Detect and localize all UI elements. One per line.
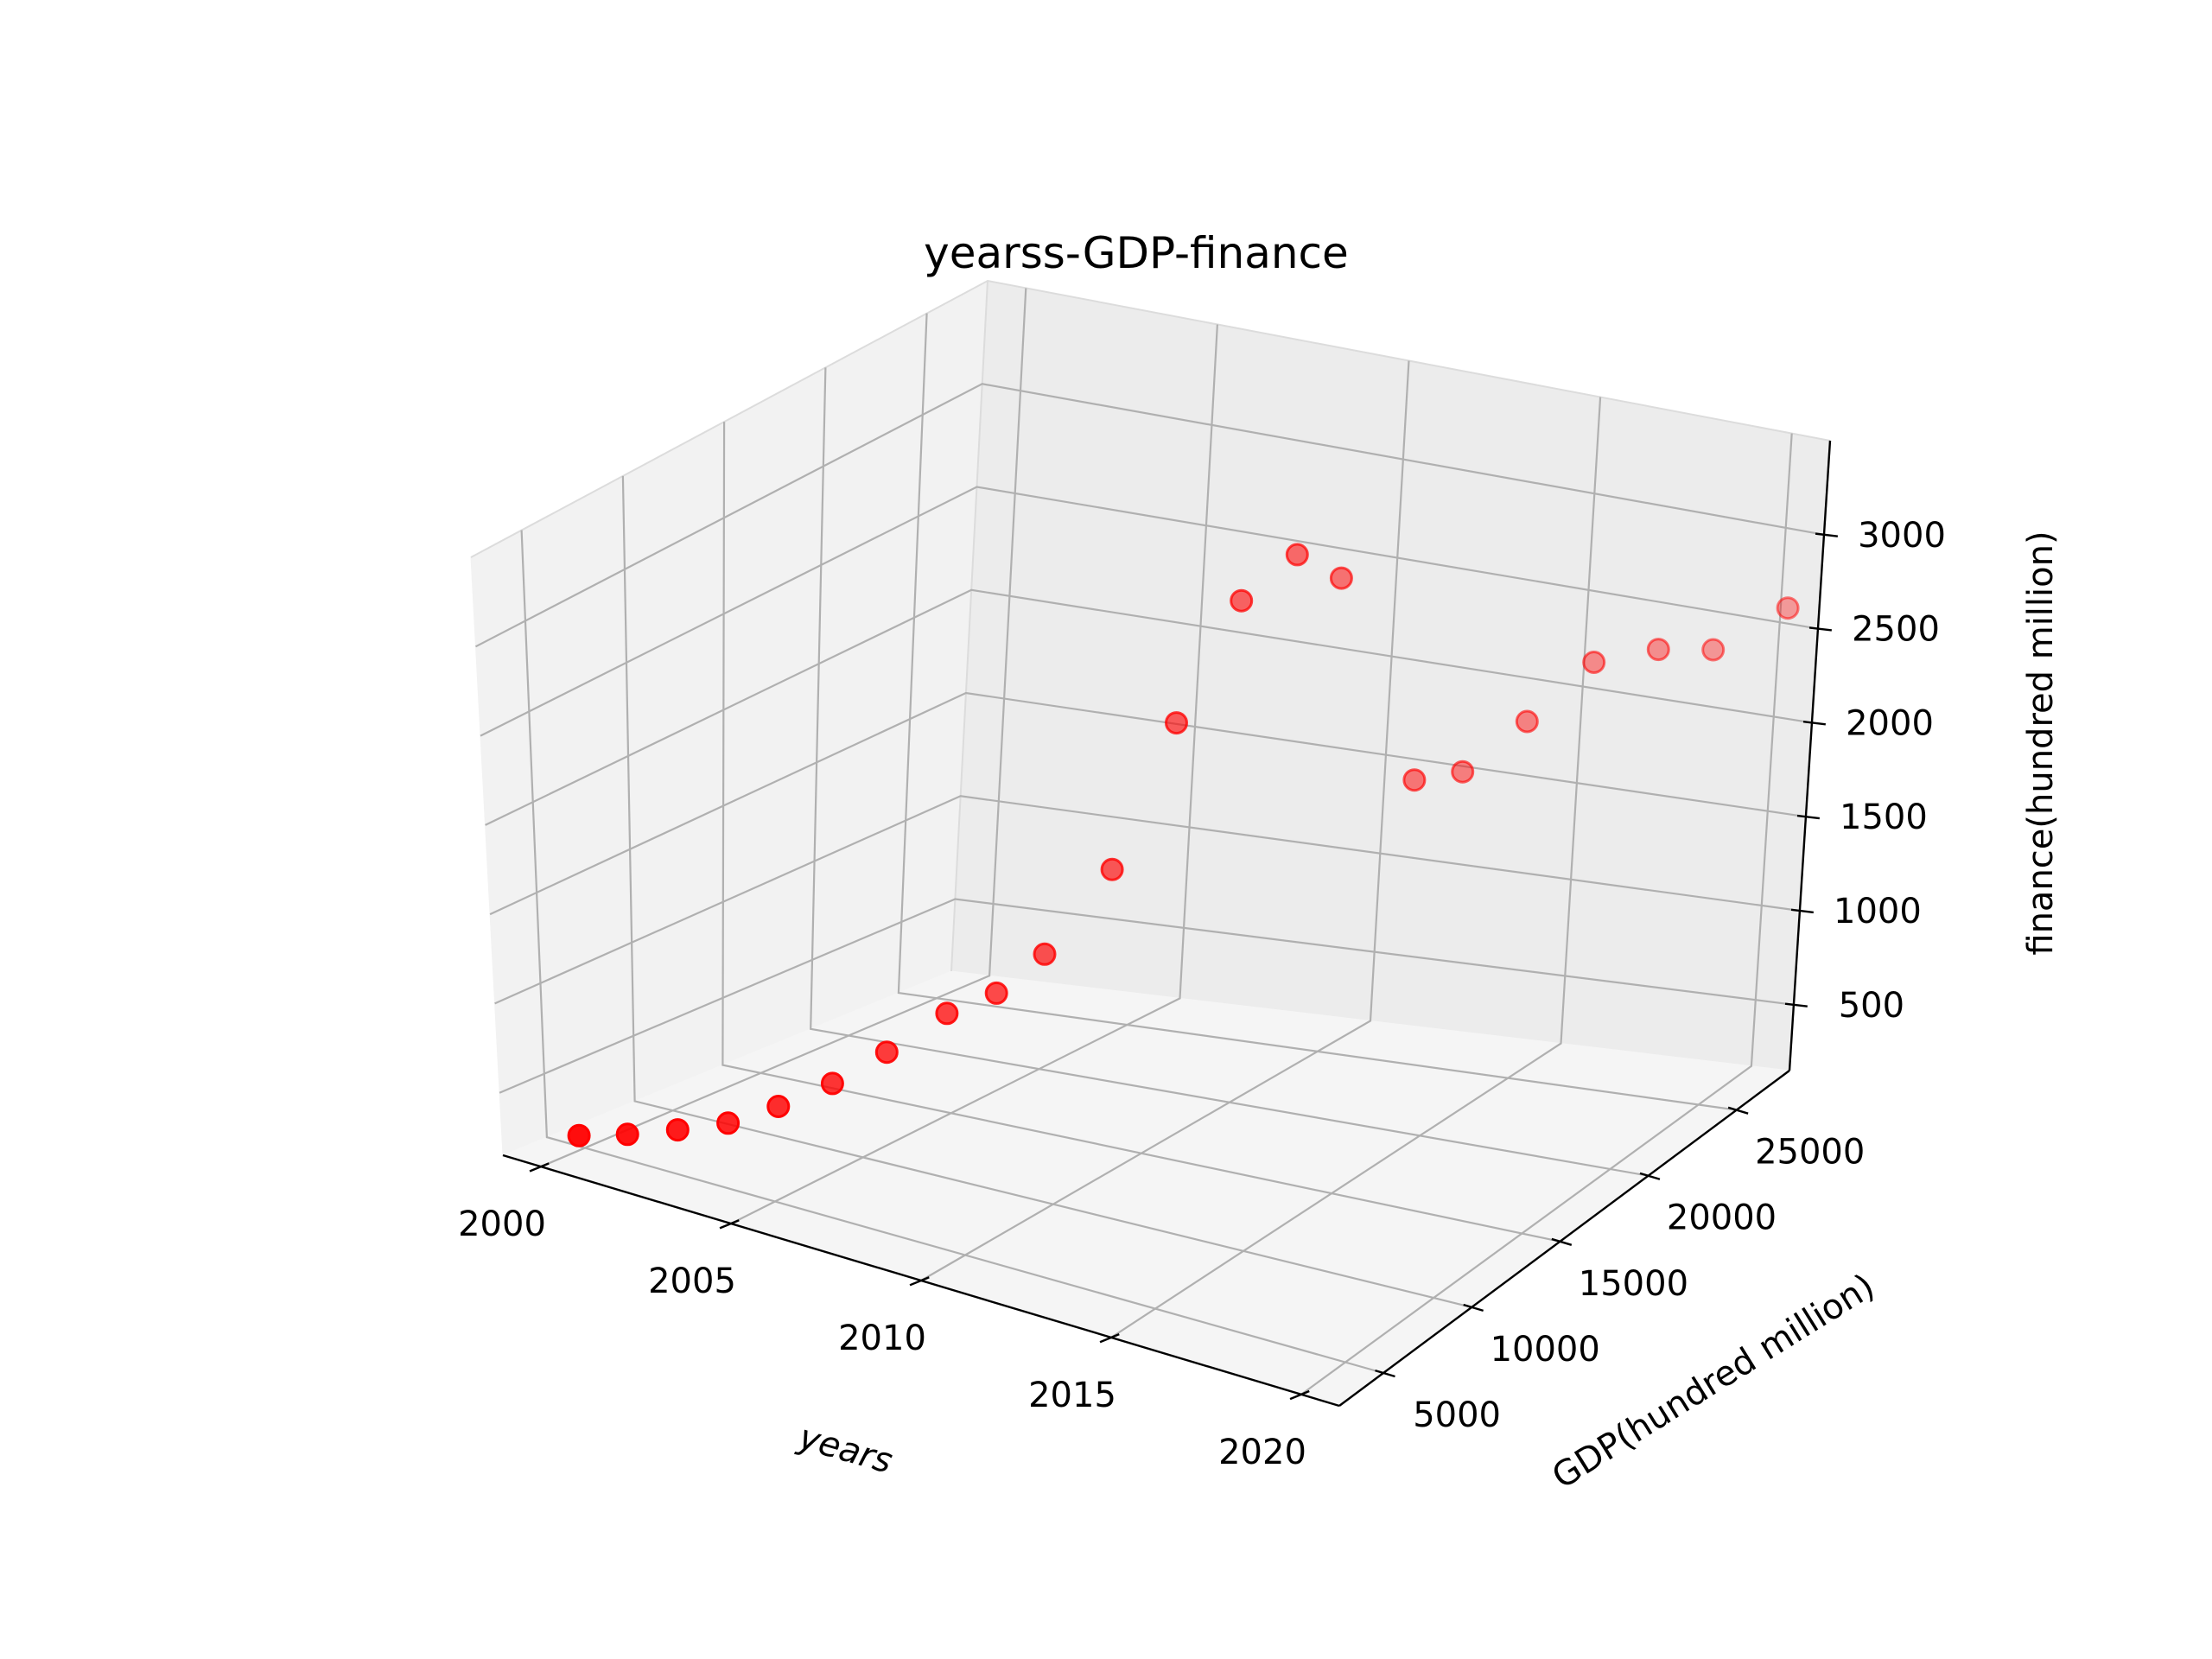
z-tick-label: 2500 xyxy=(1852,610,1940,650)
data-point xyxy=(1230,588,1254,613)
data-point xyxy=(820,1071,844,1096)
y-tick xyxy=(1375,1369,1395,1378)
x-axis-label: years xyxy=(793,1417,896,1482)
grid-lines xyxy=(474,288,1825,1395)
z-axis-line xyxy=(1788,440,1832,1071)
grid-line-z xyxy=(480,486,1819,737)
x-tick-label: 2015 xyxy=(1028,1376,1116,1415)
z-tick-label: 2000 xyxy=(1846,703,1934,743)
grid-line-x xyxy=(920,360,1410,1281)
y-tick xyxy=(1551,1237,1573,1246)
pane-corner-edge xyxy=(950,280,988,972)
y-tick-label: 20000 xyxy=(1667,1198,1777,1238)
grid-line-x xyxy=(1110,397,1602,1338)
grid-line-y xyxy=(520,530,1384,1375)
grid-line-z xyxy=(499,898,1795,1094)
y-tick xyxy=(1639,1172,1661,1180)
x-tick-label: 2020 xyxy=(1218,1433,1306,1472)
x-tick-label: 2005 xyxy=(648,1262,736,1301)
tick-labels: 2000 2005 2010 2015 2020 5000 10000 15000 20000 2… xyxy=(458,516,1946,1472)
data-point xyxy=(874,1040,899,1065)
data-point xyxy=(1582,651,1606,674)
data-point xyxy=(665,1118,690,1142)
data-point xyxy=(1402,768,1427,792)
z-tick xyxy=(1808,626,1833,632)
data-point xyxy=(1515,709,1539,734)
data-point xyxy=(615,1122,639,1147)
data-point xyxy=(1165,711,1188,735)
tick-marks xyxy=(529,532,1839,1401)
z-axis-label: finance(hundred million) xyxy=(2021,531,2061,955)
data-point xyxy=(984,981,1008,1005)
data-point xyxy=(1033,942,1057,966)
z-tick-label: 3000 xyxy=(1858,516,1946,556)
y-tick-label: 15000 xyxy=(1579,1264,1688,1304)
z-tick xyxy=(1790,908,1814,914)
x-tick xyxy=(529,1162,550,1173)
x-tick xyxy=(1099,1333,1120,1344)
data-point xyxy=(1776,596,1800,620)
data-point xyxy=(716,1111,741,1135)
grid-line-z xyxy=(494,795,1801,1005)
grid-line-y xyxy=(810,367,1649,1177)
data-point xyxy=(766,1095,791,1118)
y-tick xyxy=(1463,1303,1484,1313)
grid-line-y xyxy=(621,475,1472,1308)
data-point xyxy=(935,1001,959,1026)
chart-title: yearss-GDP-finance xyxy=(924,228,1349,278)
data-point xyxy=(1285,543,1309,567)
x-tick-label: 2010 xyxy=(838,1319,926,1358)
y-tick-label: 25000 xyxy=(1755,1133,1865,1173)
data-point xyxy=(1100,857,1124,881)
z-tick xyxy=(1815,532,1839,537)
z-tick xyxy=(1784,1002,1808,1007)
grid-line-y xyxy=(897,313,1737,1111)
z-tick xyxy=(1802,721,1826,726)
grid-line-x xyxy=(730,324,1218,1225)
data-point xyxy=(1329,566,1353,590)
grid-line-x xyxy=(1300,433,1793,1395)
z-tick xyxy=(1796,814,1820,820)
axes-panes xyxy=(470,279,1831,1407)
x-tick xyxy=(909,1276,930,1287)
data-point xyxy=(1451,760,1475,784)
grid-line-z xyxy=(474,383,1825,648)
grid-line-x xyxy=(540,288,1027,1168)
x-tick-label: 2000 xyxy=(458,1205,546,1244)
data-point xyxy=(1701,638,1726,662)
x-tick xyxy=(1289,1389,1310,1401)
scatter-points xyxy=(567,543,1800,1147)
grid-line-z xyxy=(485,588,1813,826)
y-tick xyxy=(1727,1106,1749,1115)
grid-line-z xyxy=(489,691,1807,916)
z-tick-label: 1000 xyxy=(1834,892,1922,931)
y-tick-label: 10000 xyxy=(1491,1330,1600,1370)
data-point xyxy=(1646,638,1670,662)
y-axis-line xyxy=(1338,1070,1790,1407)
grid-line-y xyxy=(721,422,1560,1243)
data-point xyxy=(567,1123,591,1147)
z-tick-label: 500 xyxy=(1839,986,1904,1026)
x-tick xyxy=(719,1219,740,1230)
y-tick-label: 5000 xyxy=(1413,1395,1501,1435)
z-tick-label: 1500 xyxy=(1840,798,1928,837)
